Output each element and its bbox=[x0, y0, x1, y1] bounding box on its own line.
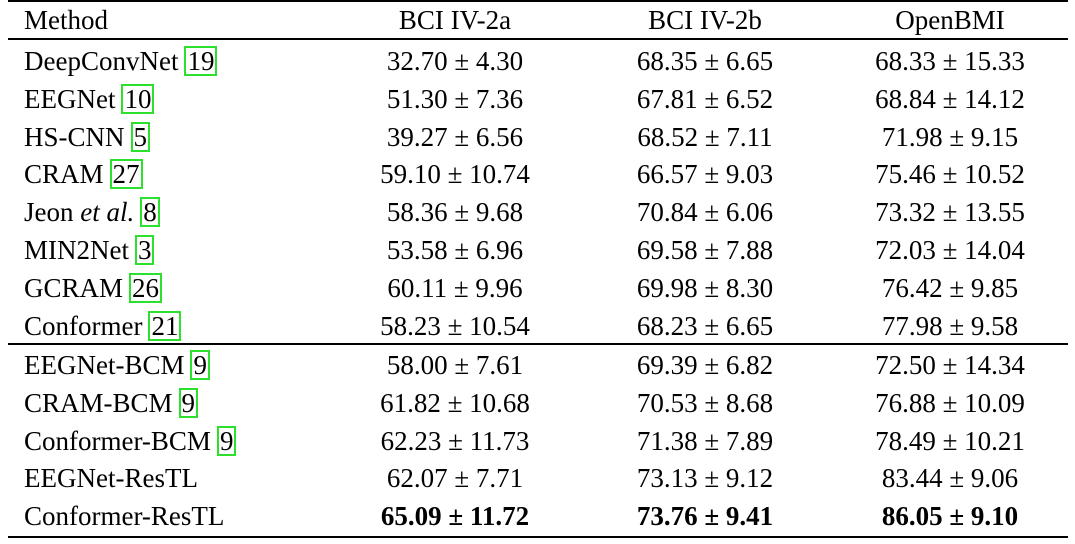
method-name: GCRAM bbox=[24, 272, 124, 303]
value-cell: 68.33 ± 15.33 bbox=[875, 46, 1025, 76]
citation: 9 bbox=[216, 425, 237, 456]
value-cell: 39.27 ± 6.56 bbox=[386, 121, 524, 152]
method-cell: CRAM 27 bbox=[24, 155, 143, 193]
value-cell: 60.11 ± 9.96 bbox=[387, 272, 523, 303]
value-cell: 75.46 ± 10.52 bbox=[875, 159, 1025, 190]
header-rule bbox=[8, 38, 1068, 40]
value-cell: 73.32 ± 13.55 bbox=[875, 197, 1025, 228]
method-cell: EEGNet 10 bbox=[24, 80, 155, 118]
citation: 5 bbox=[130, 121, 151, 152]
value-cell: 78.49 ± 10.21 bbox=[875, 425, 1025, 456]
method-cell: Conformer-BCM 9 bbox=[24, 422, 237, 460]
value-cell: 58.36 ± 9.68 bbox=[386, 197, 524, 228]
value-cell: 86.05 ± 9.10 bbox=[881, 501, 1019, 532]
method-cell: EEGNet-BCM 9 bbox=[24, 346, 210, 384]
value-cell: 58.23 ± 10.54 bbox=[380, 310, 530, 341]
method-name: Jeon bbox=[24, 197, 74, 228]
value-cell: 51.30 ± 7.36 bbox=[386, 83, 524, 114]
header-cell: OpenBMI bbox=[895, 5, 1005, 35]
value-cell: 69.39 ± 6.82 bbox=[636, 349, 774, 380]
value-cell: 72.03 ± 14.04 bbox=[875, 235, 1025, 265]
header-cell: Method bbox=[24, 5, 108, 35]
value-cell: 32.70 ± 4.30 bbox=[386, 46, 524, 76]
value-cell: 68.35 ± 6.65 bbox=[636, 46, 774, 76]
value-cell: 83.44 ± 9.06 bbox=[881, 463, 1019, 494]
method-cell: EEGNet-ResTL bbox=[24, 459, 198, 497]
citation: 8 bbox=[140, 197, 160, 228]
citation: 9 bbox=[178, 387, 199, 418]
method-name: EEGNet-BCM bbox=[24, 349, 185, 380]
value-cell: 58.00 ± 7.61 bbox=[386, 349, 524, 380]
value-cell: 70.84 ± 6.06 bbox=[636, 197, 774, 228]
group-rule bbox=[8, 343, 1068, 345]
value-cell: 61.82 ± 10.68 bbox=[380, 387, 530, 418]
value-cell: 68.23 ± 6.65 bbox=[636, 310, 774, 341]
value-cell: 76.42 ± 9.85 bbox=[881, 272, 1019, 303]
header-cell: BCI IV-2b bbox=[648, 5, 762, 35]
citation: 19 bbox=[184, 46, 218, 76]
method-cell: CRAM-BCM 9 bbox=[24, 384, 199, 422]
method-name: EEGNet-ResTL bbox=[24, 463, 198, 494]
citation: 27 bbox=[109, 159, 143, 190]
value-cell: 69.98 ± 8.30 bbox=[636, 272, 774, 303]
value-cell: 76.88 ± 10.09 bbox=[875, 387, 1025, 418]
citation: 21 bbox=[148, 310, 182, 341]
value-cell: 69.58 ± 7.88 bbox=[636, 235, 774, 265]
value-cell: 66.57 ± 9.03 bbox=[636, 159, 774, 190]
value-cell: 72.50 ± 14.34 bbox=[875, 349, 1025, 380]
citation: 3 bbox=[134, 235, 155, 265]
value-cell: 59.10 ± 10.74 bbox=[380, 159, 530, 190]
value-cell: 73.76 ± 9.41 bbox=[636, 501, 774, 532]
value-cell: 65.09 ± 11.72 bbox=[380, 501, 530, 532]
value-cell: 68.52 ± 7.11 bbox=[637, 121, 773, 152]
value-cell: 70.53 ± 8.68 bbox=[636, 387, 774, 418]
citation: 26 bbox=[129, 272, 163, 303]
method-cell: HS-CNN 5 bbox=[24, 118, 151, 156]
method-cell: MIN2Net 3 bbox=[24, 231, 155, 269]
method-name: EEGNet bbox=[24, 83, 116, 114]
method-name: Conformer-BCM bbox=[24, 425, 211, 456]
method-cell: Conformer-ResTL bbox=[24, 497, 224, 535]
method-name: CRAM-BCM bbox=[24, 387, 173, 418]
value-cell: 62.23 ± 11.73 bbox=[380, 425, 530, 456]
method-cell: DeepConvNet 19 bbox=[24, 42, 218, 80]
method-name: CRAM bbox=[24, 159, 104, 190]
method-italic: et al. bbox=[80, 197, 135, 228]
value-cell: 77.98 ± 9.58 bbox=[881, 310, 1019, 341]
value-cell: 62.07 ± 7.71 bbox=[386, 463, 524, 494]
value-cell: 68.84 ± 14.12 bbox=[875, 83, 1025, 114]
value-cell: 53.58 ± 6.96 bbox=[386, 235, 524, 265]
method-cell: Conformer 21 bbox=[24, 307, 182, 345]
method-name: Conformer bbox=[24, 310, 143, 341]
citation: 9 bbox=[190, 349, 210, 380]
value-cell: 67.81 ± 6.52 bbox=[636, 83, 774, 114]
citation: 10 bbox=[121, 83, 155, 114]
method-name: DeepConvNet bbox=[24, 46, 179, 76]
method-cell: GCRAM 26 bbox=[24, 269, 163, 307]
top-rule bbox=[8, 0, 1068, 2]
method-name: MIN2Net bbox=[24, 235, 129, 265]
value-cell: 73.13 ± 9.12 bbox=[636, 463, 774, 494]
value-cell: 71.38 ± 7.89 bbox=[636, 425, 774, 456]
bottom-rule bbox=[8, 536, 1068, 538]
value-cell: 71.98 ± 9.15 bbox=[881, 121, 1019, 152]
method-name: HS-CNN bbox=[24, 121, 125, 152]
header-cell: BCI IV-2a bbox=[398, 5, 512, 35]
method-name: Conformer-ResTL bbox=[24, 501, 225, 532]
method-cell: Jeon et al. 8 bbox=[24, 193, 160, 231]
